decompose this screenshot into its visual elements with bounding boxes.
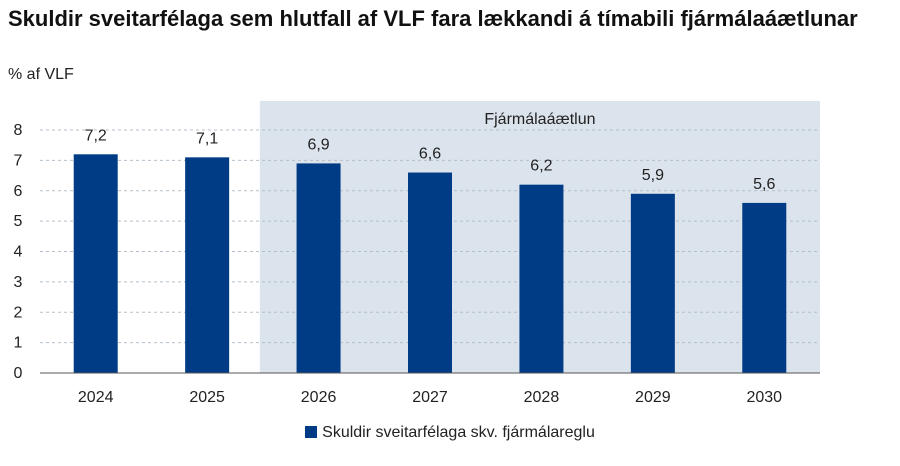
bar [185, 157, 230, 373]
data-label: 5,6 [753, 176, 775, 193]
bar [630, 193, 675, 373]
data-label: 6,2 [530, 158, 552, 175]
data-label: 5,9 [642, 167, 664, 184]
y-tick-label: 7 [14, 152, 23, 169]
x-tick-label: 2026 [301, 389, 337, 406]
data-label: 6,6 [419, 146, 441, 163]
data-label: 6,9 [307, 136, 329, 153]
y-tick-label: 6 [14, 183, 23, 200]
bar [408, 172, 452, 373]
data-label: 7,1 [196, 130, 218, 147]
chart-title: Skuldir sveitarfélaga sem hlutfall af VL… [8, 6, 858, 31]
x-tick-label: 2025 [189, 389, 225, 406]
x-tick-label: 2027 [412, 389, 448, 406]
legend-label: Skuldir sveitarfélaga skv. fjármálareglu [322, 424, 595, 441]
y-tick-label: 5 [14, 213, 23, 230]
y-tick-label: 3 [14, 274, 23, 291]
bar [296, 163, 341, 373]
y-tick-label: 1 [14, 335, 23, 352]
y-tick-label: 8 [14, 122, 23, 139]
forecast-band-label: Fjármálaáætlun [484, 111, 595, 128]
legend-swatch [305, 426, 318, 438]
data-label: 7,2 [85, 127, 107, 144]
bar [742, 202, 787, 373]
x-tick-label: 2029 [635, 389, 671, 406]
x-tick-label: 2024 [78, 389, 114, 406]
x-tick-label: 2028 [524, 389, 560, 406]
y-tick-label: 0 [14, 365, 23, 382]
x-tick-label: 2030 [746, 389, 782, 406]
legend: Skuldir sveitarfélaga skv. fjármálareglu [0, 424, 900, 442]
y-tick-label: 2 [14, 304, 23, 321]
y-tick-label: 4 [14, 244, 23, 261]
bar [73, 154, 118, 373]
chart-subtitle: % af VLF [8, 66, 74, 83]
bar [519, 184, 564, 373]
